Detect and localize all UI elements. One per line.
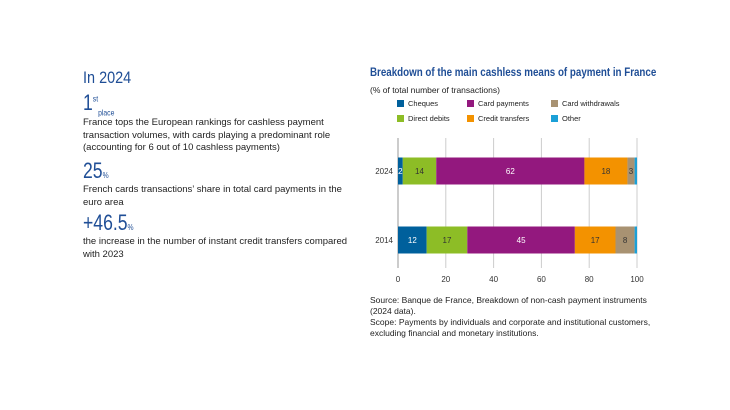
data-label: 17 <box>591 236 600 245</box>
scope-line: Scope: Payments by individuals and corpo… <box>370 317 651 338</box>
x-tick-label: 100 <box>630 275 644 284</box>
legend-item: Cheques <box>397 99 438 108</box>
legend-swatch <box>467 100 474 107</box>
x-tick-label: 20 <box>441 275 450 284</box>
legend-label: Direct debits <box>408 114 450 123</box>
stat-first-place: 1st place France tops the European rankin… <box>83 90 363 155</box>
data-label: 45 <box>517 236 526 245</box>
legend-label: Card payments <box>478 99 529 108</box>
legend-item: Card withdrawals <box>551 99 620 108</box>
stat-sub: place <box>98 107 115 118</box>
bar-segment <box>426 226 468 254</box>
chart-subtitle: (% of total number of transactions) <box>370 85 500 95</box>
stat-value: 1 <box>83 90 93 115</box>
stat-unit: % <box>127 222 134 232</box>
stat-instant-transfers: +46.5% the increase in the number of ins… <box>83 210 363 261</box>
legend-swatch <box>551 115 558 122</box>
data-label: 18 <box>601 167 610 176</box>
stat-sup: st <box>92 93 99 104</box>
legend-swatch <box>397 115 404 122</box>
data-label: 12 <box>408 236 417 245</box>
data-label: 14 <box>415 167 424 176</box>
legend-swatch <box>397 100 404 107</box>
data-label: 17 <box>443 236 452 245</box>
bar-segment <box>634 226 637 254</box>
legend-swatch <box>551 100 558 107</box>
source-note: Source: Banque de France, Breakdown of n… <box>370 295 670 339</box>
legend-label: Credit transfers <box>478 114 530 123</box>
stat-description: the increase in the number of instant cr… <box>83 236 348 260</box>
legend-item: Card payments <box>467 99 529 108</box>
stat-value: +46.5 <box>83 210 128 235</box>
bar-segment <box>574 226 616 254</box>
x-tick-label: 60 <box>537 275 546 284</box>
data-label: 62 <box>506 167 515 176</box>
stat-card-share: 25% French cards transactions’ share in … <box>83 158 363 209</box>
legend-item: Direct debits <box>397 114 450 123</box>
bar-segment <box>615 226 635 254</box>
bar-segment <box>584 157 628 185</box>
bar-segment <box>398 226 427 254</box>
bar-segment <box>634 157 637 185</box>
bar-segment <box>467 226 575 254</box>
source-line: Source: Banque de France, Breakdown of n… <box>370 295 647 316</box>
bar-segment <box>402 157 437 185</box>
x-tick-label: 80 <box>585 275 594 284</box>
legend-label: Cheques <box>408 99 439 108</box>
bar-segment <box>627 157 635 185</box>
legend-swatch <box>467 115 474 122</box>
data-label: 3 <box>629 167 634 176</box>
stat-description: France tops the European rankings for ca… <box>83 117 331 154</box>
stat-description: French cards transactions’ share in tota… <box>83 184 342 208</box>
legend-label: Other <box>562 114 581 123</box>
x-tick-label: 40 <box>489 275 498 284</box>
section-heading: In 2024 <box>83 68 132 87</box>
legend-item: Other <box>551 114 581 123</box>
stat-unit: % <box>102 170 109 180</box>
data-label: 2 <box>398 167 403 176</box>
bar-segment <box>398 157 403 185</box>
legend-item: Credit transfers <box>467 114 529 123</box>
x-tick-label: 0 <box>396 275 401 284</box>
bar-segment <box>436 157 585 185</box>
data-label: 8 <box>623 236 628 245</box>
legend-label: Card withdrawals <box>562 99 620 108</box>
y-tick-label: 2024 <box>375 167 393 176</box>
y-tick-label: 2014 <box>375 236 393 245</box>
stat-value: 25 <box>83 158 103 183</box>
chart-title: Breakdown of the main cashless means of … <box>370 67 657 79</box>
